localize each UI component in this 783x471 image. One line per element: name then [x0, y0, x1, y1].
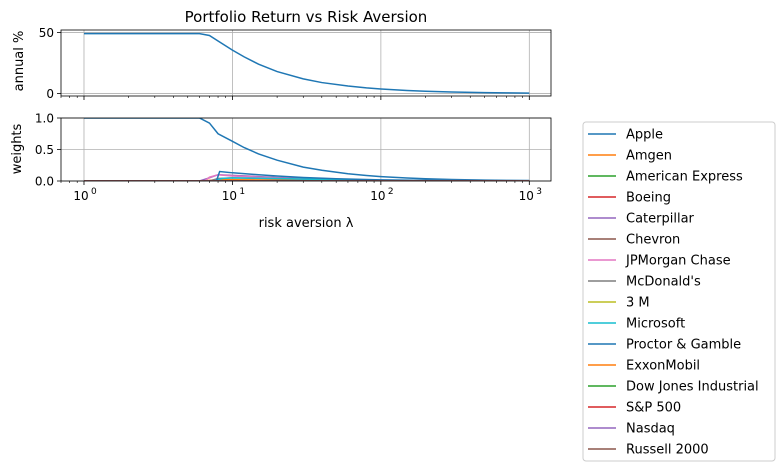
legend-label: McDonald's — [626, 275, 701, 290]
y-tick-label: 50 — [39, 26, 54, 40]
legend-label: Microsoft — [626, 317, 685, 332]
legend-frame — [582, 121, 776, 462]
axes-frame — [60, 29, 552, 97]
x-tick-exponent: 3 — [536, 187, 542, 197]
legend: Apple Amgen American Express Boeing Caterpil… — [582, 121, 776, 462]
legend-label: Nasdaq — [626, 422, 675, 437]
legend-label: Chevron — [626, 233, 680, 248]
legend-label: Dow Jones Industrial — [626, 380, 759, 395]
legend-label: 3 M — [626, 296, 650, 311]
legend-label: American Express — [626, 170, 743, 185]
y-axis-label-weights: weights — [10, 123, 25, 174]
y-tick-label: 0.0 — [35, 175, 54, 189]
x-tick-label: 10 — [222, 189, 237, 203]
legend-label: S&P 500 — [626, 401, 681, 416]
legend-label: Russell 2000 — [626, 443, 709, 458]
x-tick-label: 10 — [370, 189, 385, 203]
x-tick-exponent: 1 — [239, 187, 245, 197]
y-tick-label: 0.5 — [35, 143, 54, 157]
legend-label: Proctor & Gamble — [626, 338, 741, 353]
x-tick-label: 10 — [73, 189, 88, 203]
series-line-apple — [83, 118, 530, 181]
legend-label: Boeing — [626, 191, 671, 206]
series-line-0 — [83, 32, 530, 94]
y-tick-label: 0 — [46, 87, 54, 101]
legend-label: Amgen — [626, 149, 672, 164]
legend-label: Caterpillar — [626, 212, 695, 227]
x-tick-exponent: 2 — [388, 187, 394, 197]
series-line-proctor-gamble — [83, 170, 530, 181]
legend-label: Apple — [626, 128, 663, 143]
return-axes: 0 50 — [39, 26, 552, 101]
x-tick-exponent: 0 — [91, 187, 97, 197]
y-axis-label-return: annual % — [12, 31, 27, 92]
y-tick-label: 1.0 — [35, 112, 54, 126]
chart-title: Portfolio Return vs Risk Aversion — [185, 8, 428, 26]
x-axis-label: risk aversion λ — [259, 216, 354, 231]
weights-axes: 0.00.51.010 0 10 1 10 2 10 3 — [35, 112, 552, 203]
legend-label: ExxonMobil — [626, 359, 700, 374]
x-tick-label: 10 — [519, 189, 534, 203]
legend-label: JPMorgan Chase — [625, 254, 731, 269]
